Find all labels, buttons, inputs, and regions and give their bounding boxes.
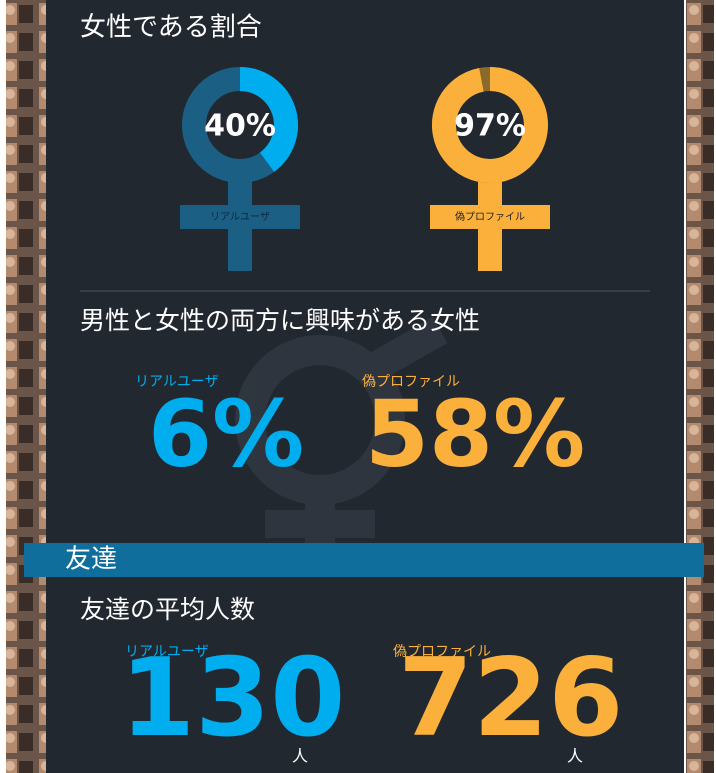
ring-value: 97%	[454, 109, 526, 144]
page: 友達 女性である割合 男性と女性の両方に興味がある女性 友達の平均人数 リアルユ…	[0, 0, 716, 773]
stat-value: 58%	[365, 380, 585, 487]
symbol-label: リアルユーザ	[210, 211, 270, 223]
stat-unit: 人	[292, 747, 308, 766]
stat-value: 726	[398, 636, 623, 761]
stat-unit: 人	[567, 747, 583, 766]
stat-value: 130	[120, 636, 345, 761]
section-band	[24, 543, 704, 577]
photo-strip-right	[686, 0, 714, 773]
photo-strip-left	[6, 0, 46, 773]
stat-value: 6%	[148, 380, 304, 487]
section-title: 女性である割合	[80, 13, 262, 43]
section-title: 男性と女性の両方に興味がある女性	[80, 306, 480, 335]
symbol-label: 偽プロファイル	[455, 210, 525, 223]
ring-value: 40%	[204, 109, 276, 144]
section-title: 友達の平均人数	[80, 595, 255, 624]
band-title: 友達	[65, 545, 117, 575]
